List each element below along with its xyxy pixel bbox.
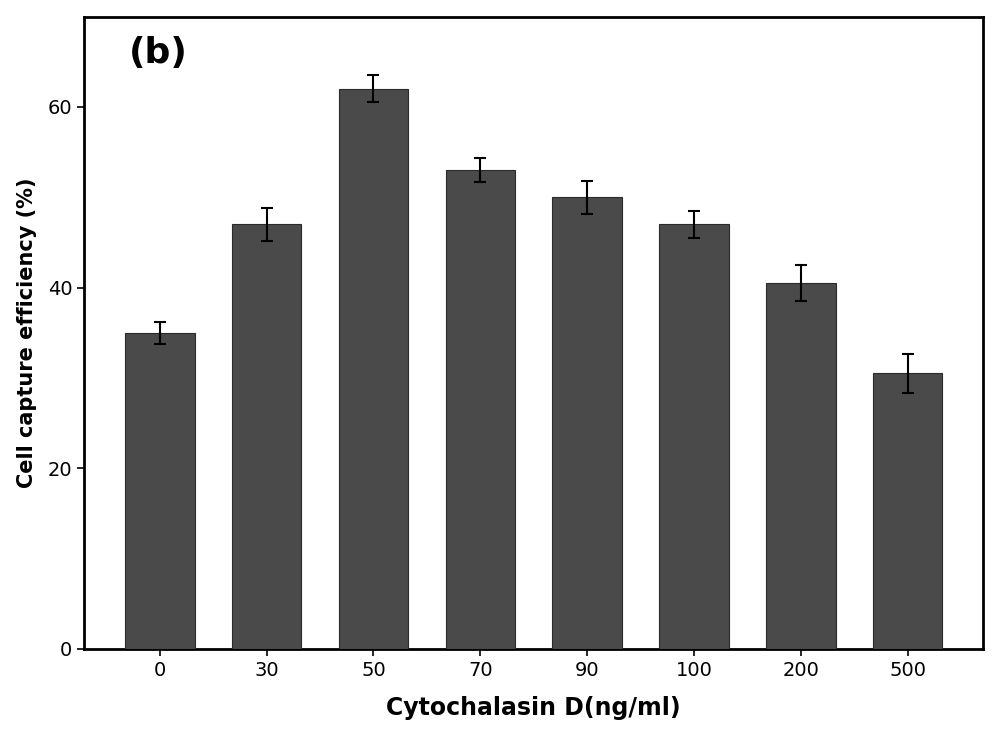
Bar [766, 283, 836, 649]
Bar [873, 374, 942, 649]
Bar [339, 89, 408, 649]
X-axis label: Cytochalasin D(ng/ml): Cytochalasin D(ng/ml) [386, 696, 681, 720]
Y-axis label: Cell capture efficiency (%): Cell capture efficiency (%) [17, 178, 37, 488]
Bar [446, 170, 515, 649]
Bar [659, 224, 729, 649]
Text: (b): (b) [129, 35, 188, 69]
Bar [232, 224, 301, 649]
Bar [552, 198, 622, 649]
Bar [125, 333, 195, 649]
